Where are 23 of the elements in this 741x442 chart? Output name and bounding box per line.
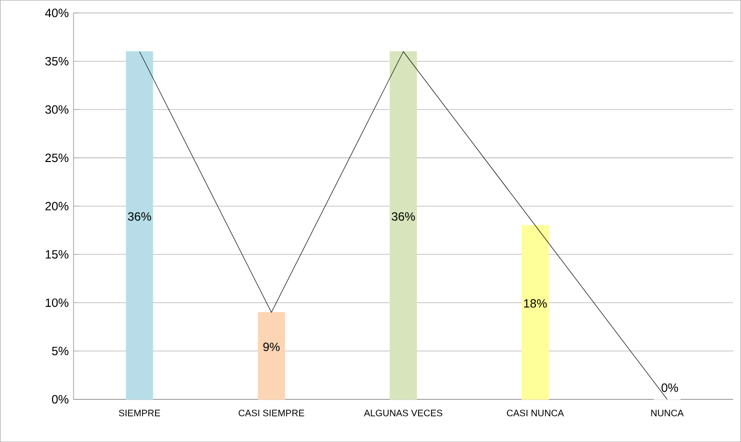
bar <box>390 51 417 400</box>
bar <box>522 225 549 400</box>
y-tick-label: 20% <box>45 202 68 210</box>
y-tick-label: 40% <box>45 8 68 18</box>
y-tick-label: 0% <box>52 394 68 404</box>
data-label: 36% <box>392 212 415 221</box>
data-label: 36% <box>128 212 152 221</box>
x-tick-label: SIEMPRE <box>118 410 160 416</box>
data-label: 9% <box>263 342 280 352</box>
x-tick-label: ALGUNAS VECES <box>364 410 442 416</box>
y-tick-label: 25% <box>45 153 68 162</box>
bar <box>126 51 154 400</box>
y-tick-label: 35% <box>45 56 68 66</box>
y-tick-label: 5% <box>52 346 68 356</box>
y-tick-label: 30% <box>45 105 68 114</box>
data-label: 18% <box>524 299 547 308</box>
data-label: 0% <box>662 383 678 392</box>
y-tick-label: 15% <box>46 250 68 259</box>
x-tick-label: NUNCA <box>651 410 684 416</box>
x-tick-label: CASI NUNCA <box>506 410 564 416</box>
bar <box>258 312 286 400</box>
y-tick-label: 10% <box>46 298 68 307</box>
x-tick-label: CASI SIEMPRE <box>238 410 304 416</box>
